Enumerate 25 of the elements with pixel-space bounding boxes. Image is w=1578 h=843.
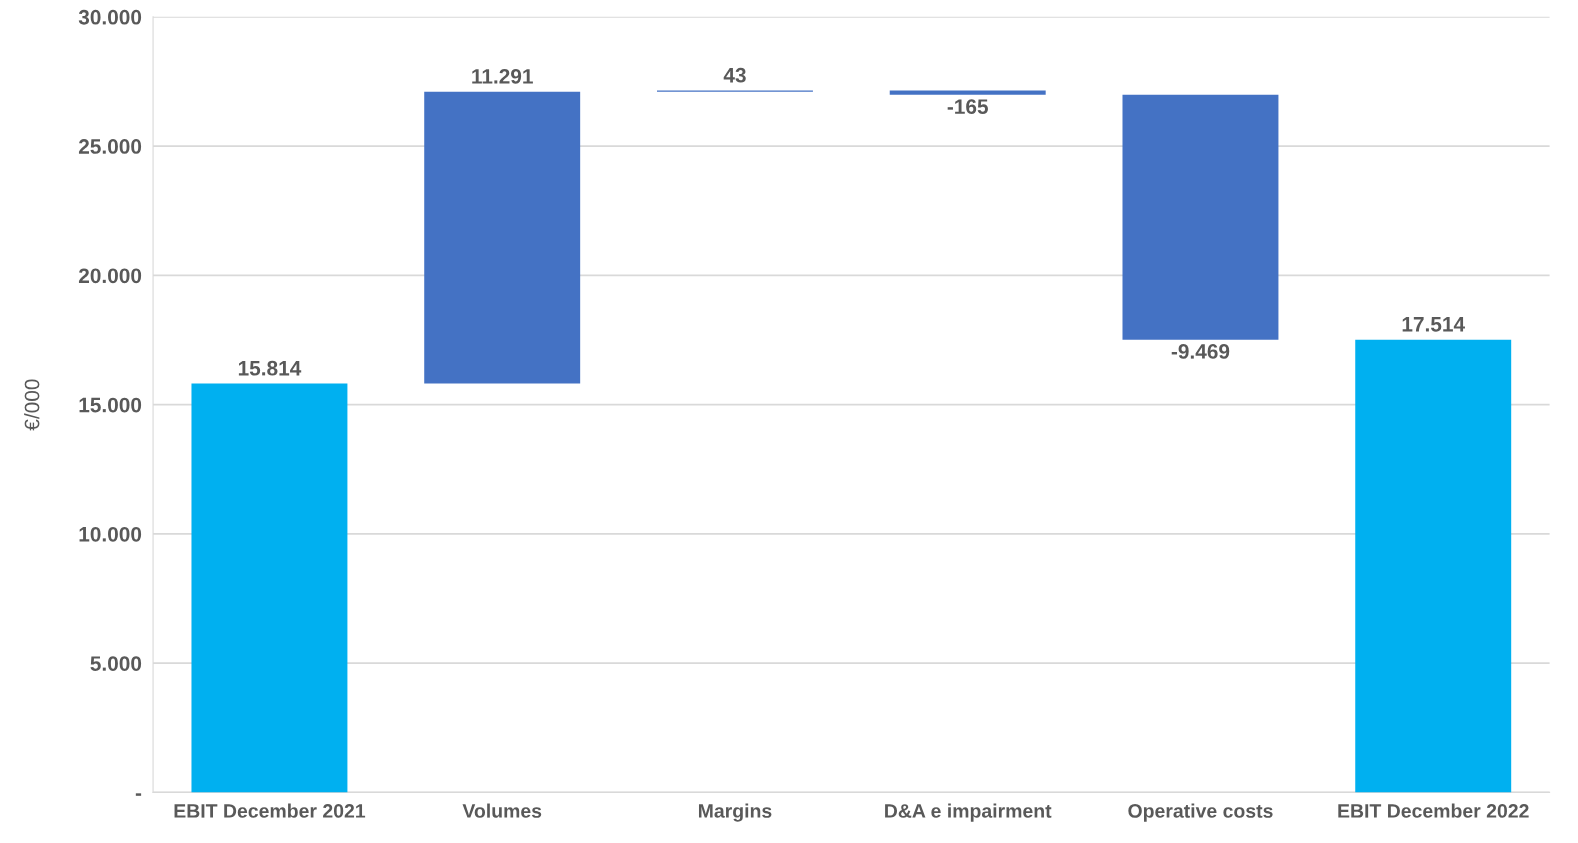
y-tick-label: 20.000: [78, 268, 142, 284]
data-label: 17.514: [1402, 317, 1465, 332]
x-tick-label: Operative costs: [1128, 803, 1273, 822]
x-tick-label: EBIT December 2021: [174, 803, 366, 818]
bar: [1355, 339, 1512, 793]
y-tick-label: 10.000: [79, 526, 142, 542]
x-tick-label: EBIT December 2022: [1338, 803, 1529, 818]
bar: [424, 91, 581, 384]
x-tick-label: Margins: [698, 803, 772, 822]
y-tick-label: 30.000: [78, 9, 142, 25]
bar: [191, 383, 348, 793]
y-tick-label: 5.000: [90, 656, 142, 671]
x-tick-label: Volumes: [462, 803, 542, 818]
x-tick-label: D&A e impairment: [885, 803, 1052, 822]
bar: [889, 90, 1046, 95]
y-axis-title: €/000: [24, 379, 40, 431]
y-tick-label: 25.000: [78, 139, 142, 154]
data-label: -165: [947, 99, 988, 115]
y-tick-label: -: [135, 793, 142, 796]
data-label: 15.814: [238, 360, 302, 376]
data-label: 43: [723, 67, 746, 83]
bar: [1122, 94, 1279, 340]
data-label: -9.469: [1171, 344, 1230, 359]
y-tick-label: 15.000: [79, 397, 142, 413]
data-label: 11.291: [472, 68, 533, 84]
